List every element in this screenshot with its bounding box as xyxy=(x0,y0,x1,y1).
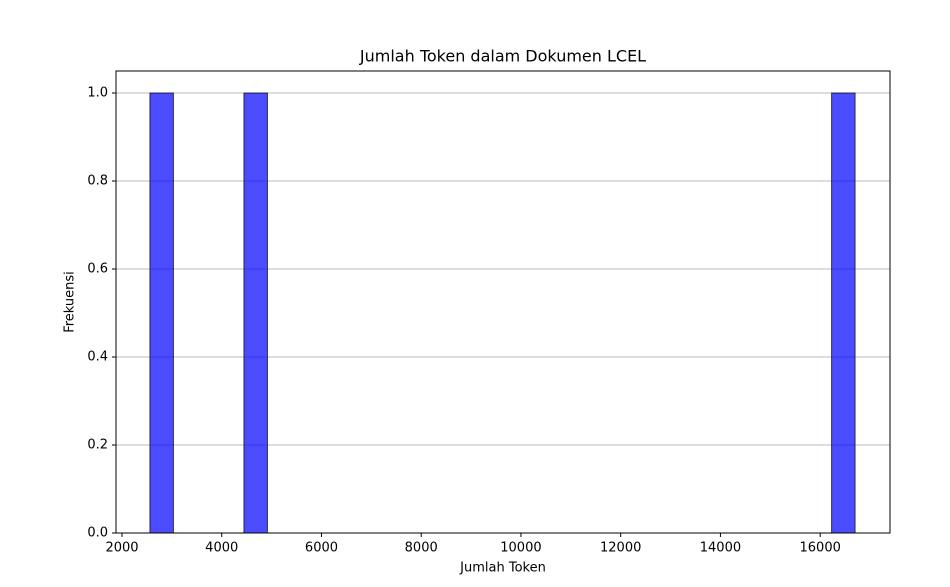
plot-frame xyxy=(115,70,891,534)
x-tick-label: 10000 xyxy=(500,541,541,556)
x-tick-label: 2000 xyxy=(105,541,138,556)
x-tick-label: 6000 xyxy=(305,541,338,556)
bar xyxy=(149,92,174,534)
y-tick-label: 0.8 xyxy=(87,174,108,189)
x-tick-label: 12000 xyxy=(600,541,641,556)
x-axis-label: Jumlah Token xyxy=(459,561,546,576)
y-tick-label: 0.2 xyxy=(87,438,108,453)
y-tick-label: 0.6 xyxy=(87,262,108,277)
y-tick-label: 1.0 xyxy=(87,86,108,101)
chart-title: Jumlah Token dalam Dokumen LCEL xyxy=(359,47,646,66)
bar xyxy=(243,92,268,534)
y-axis-label: Frekuensi xyxy=(63,271,78,333)
y-tick-label: 0.0 xyxy=(87,526,108,541)
x-tick-label: 16000 xyxy=(800,541,841,556)
y-tick-label: 0.4 xyxy=(87,350,108,365)
x-tick-label: 14000 xyxy=(700,541,741,556)
x-tick-label: 8000 xyxy=(405,541,438,556)
x-tick-label: 4000 xyxy=(205,541,238,556)
bar xyxy=(831,92,856,534)
